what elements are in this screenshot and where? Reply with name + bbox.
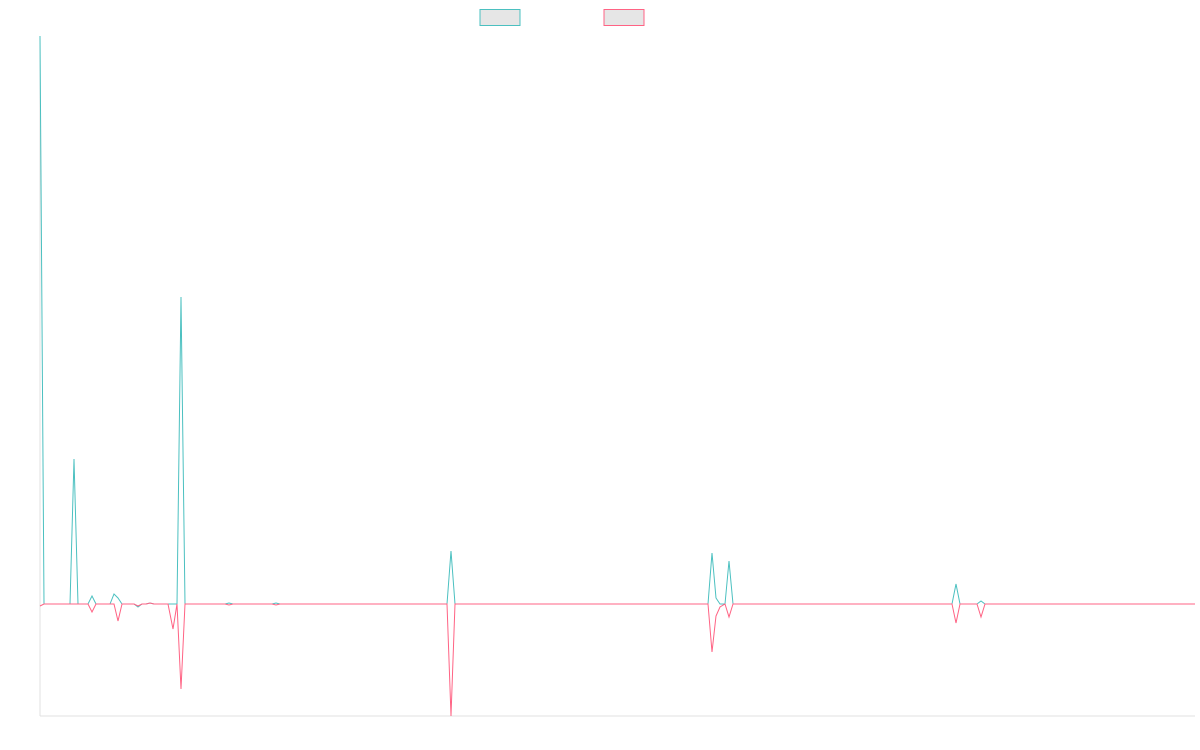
legend-swatch — [479, 9, 521, 26]
series-line — [39, 602, 1195, 717]
legend-swatch — [603, 9, 645, 26]
series-line — [39, 35, 1195, 608]
